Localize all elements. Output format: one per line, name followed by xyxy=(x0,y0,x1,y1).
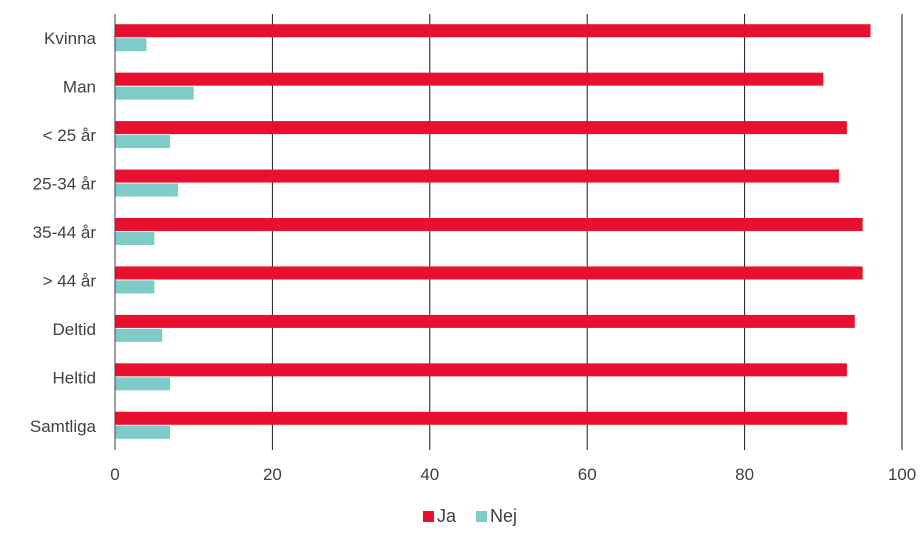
x-tick-label: 40 xyxy=(420,465,439,484)
bar-nej xyxy=(115,86,194,100)
category-label: 35-44 år xyxy=(33,223,97,242)
category-label: Man xyxy=(63,78,96,97)
bar-ja xyxy=(115,72,824,86)
bar-nej xyxy=(115,38,147,52)
category-label: Samtliga xyxy=(30,417,97,436)
legend-label: Nej xyxy=(490,506,517,526)
legend-label: Ja xyxy=(437,506,457,526)
x-tick-label: 0 xyxy=(110,465,119,484)
legend-swatch-nej xyxy=(476,511,487,522)
bar-ja xyxy=(115,169,840,183)
bar-nej xyxy=(115,232,155,245)
x-tick-label: 60 xyxy=(578,465,597,484)
category-label: < 25 år xyxy=(43,126,97,145)
bar-ja xyxy=(115,363,847,377)
bar-ja xyxy=(115,121,847,135)
bar-nej xyxy=(115,425,171,439)
category-label: Deltid xyxy=(53,320,96,339)
bars xyxy=(115,24,871,439)
x-tick-label: 20 xyxy=(263,465,282,484)
legend: Ja Nej xyxy=(423,506,517,526)
category-label: Kvinna xyxy=(44,29,97,48)
bar-nej xyxy=(115,183,178,197)
gridlines xyxy=(271,14,903,450)
bar-nej xyxy=(115,280,155,294)
x-tick-labels: 0 20 40 60 80 100 xyxy=(110,465,916,484)
x-tick-label: 80 xyxy=(735,465,754,484)
x-tick-label: 100 xyxy=(888,465,916,484)
bar-nej xyxy=(115,328,163,342)
bar-nej xyxy=(115,377,171,391)
bar-nej xyxy=(115,135,171,149)
category-label: 25-34 år xyxy=(33,175,97,194)
bar-ja xyxy=(115,218,863,231)
category-label: Heltid xyxy=(53,368,96,387)
category-label: > 44 år xyxy=(43,271,97,290)
category-labels: Kvinna Man < 25 år 25-34 år 35-44 år > 44 år D… xyxy=(30,29,97,436)
bar-ja xyxy=(115,266,863,280)
legend-swatch-ja xyxy=(423,511,434,522)
bar-ja xyxy=(115,24,871,38)
bar-ja xyxy=(115,411,847,425)
bar-ja xyxy=(115,314,855,328)
